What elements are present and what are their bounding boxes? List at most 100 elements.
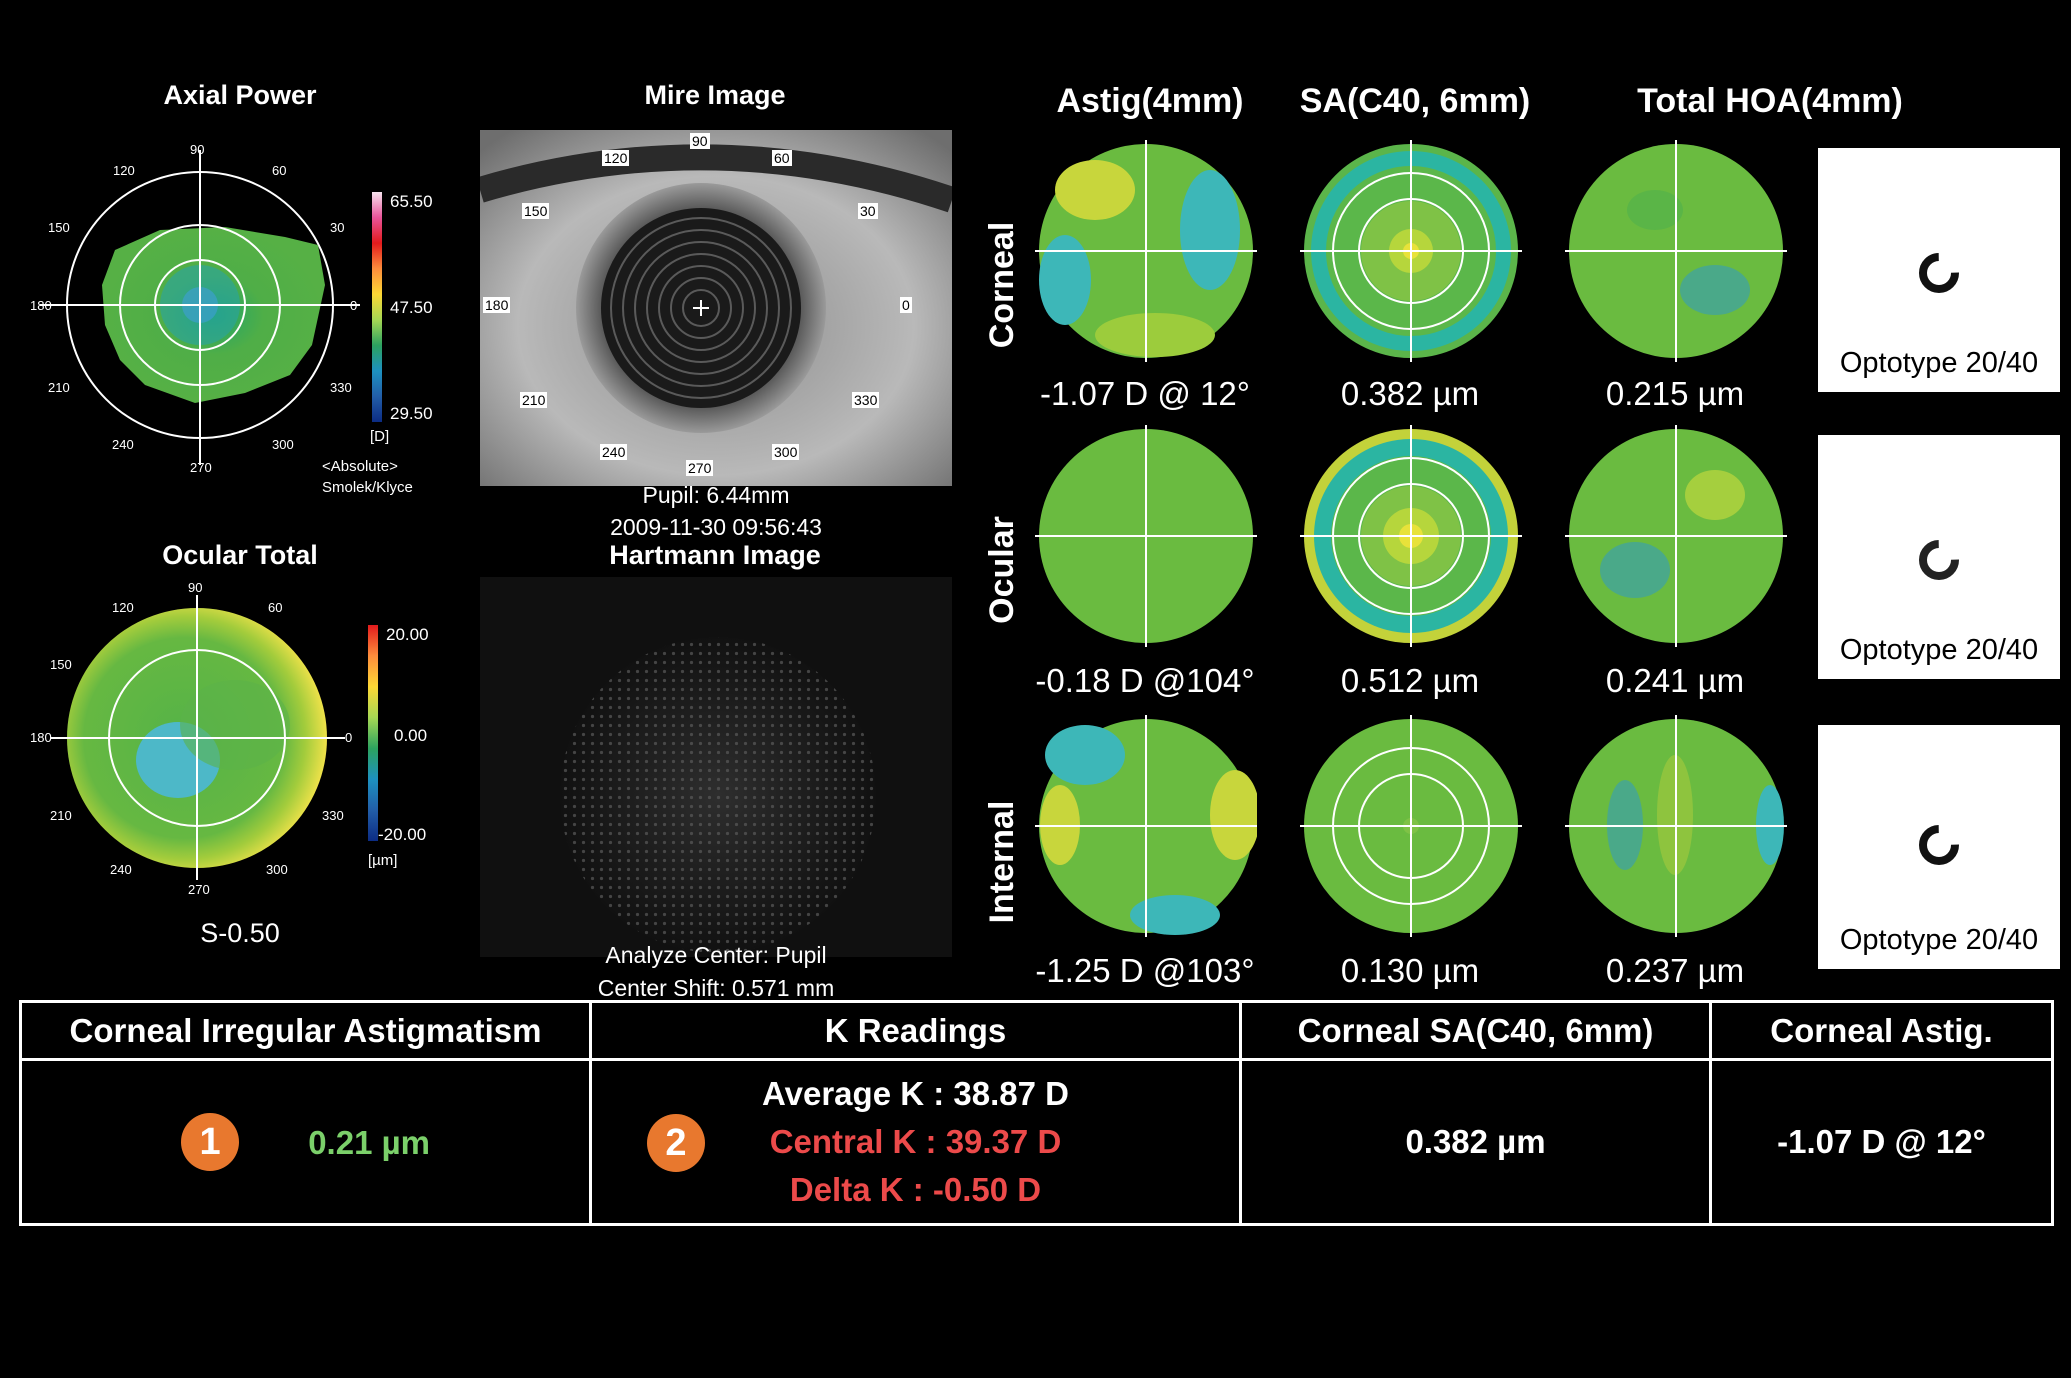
axial-angle-210: 210: [48, 380, 70, 395]
ocular-angle-270: 270: [188, 882, 210, 897]
ocular-scale-mid: 0.00: [394, 726, 428, 745]
hartmann-image: [480, 577, 952, 957]
corneal-astig-map: [1035, 140, 1257, 362]
axial-angle-150: 150: [48, 220, 70, 235]
axial-angle-0: 0: [350, 298, 358, 313]
mire-angle-240: 240: [600, 444, 628, 460]
header-k-readings: K Readings: [589, 1000, 1242, 1061]
corneal-sa-cell: 0.382 µm: [1239, 1058, 1712, 1226]
mire-image-title: Mire Image: [644, 80, 786, 110]
col-header-sa: SA(C40, 6mm): [1299, 82, 1531, 120]
axial-angle-240: 240: [112, 437, 134, 452]
mire-angle-150: 150: [522, 203, 550, 219]
corneal-astig-summary-value: -1.07 D @ 12°: [1777, 1123, 1986, 1160]
axial-angle-60: 60: [272, 163, 287, 178]
ocular-scale-unit: [µm]: [368, 852, 398, 869]
ocular-angle-150: 150: [50, 657, 72, 672]
ocular-angle-60: 60: [268, 600, 283, 615]
ocular-angle-0: 0: [345, 730, 353, 745]
ocular-total-value: S-0.50: [200, 918, 280, 948]
corneal-hoa-map: [1565, 140, 1787, 362]
ocular-angle-300: 300: [266, 862, 288, 877]
delta-k: Delta K : -0.50 D: [789, 1171, 1042, 1208]
mire-angle-300: 300: [772, 444, 800, 460]
mire-angle-270: 270: [686, 460, 714, 476]
corneal-sa-value: 0.382 µm: [1340, 375, 1480, 412]
irregular-astig-cell: 1 0.21 µm: [19, 1058, 592, 1226]
optotype-c-icon: [1919, 540, 1959, 580]
axial-angle-90: 90: [190, 142, 205, 157]
axial-scale-mode: <Absolute>: [322, 458, 398, 475]
axial-scale-min: 29.50: [390, 404, 433, 423]
optotype-internal: Optotype 20/40: [1818, 725, 2060, 969]
ocular-sa-value: 0.512 µm: [1340, 662, 1480, 699]
internal-astig-value: -1.25 D @103°: [1035, 952, 1255, 989]
ocular-scale-max: 20.00: [386, 625, 429, 644]
hartmann-image-title: Hartmann Image: [609, 540, 821, 570]
ocular-astig-map: [1035, 425, 1257, 647]
ocular-total-title: Ocular Total: [162, 540, 318, 570]
row-label-corneal: Corneal: [983, 221, 1021, 349]
optotype-corneal: Optotype 20/40: [1818, 148, 2060, 392]
internal-hoa-value: 0.237 µm: [1605, 952, 1745, 989]
central-k: Central K : 39.37 D: [769, 1123, 1062, 1160]
col-header-hoa: Total HOA(4mm): [1637, 82, 1903, 120]
axial-angle-300: 300: [272, 437, 294, 452]
ocular-hoa-map: [1565, 425, 1787, 647]
axial-power-title: Axial Power: [163, 80, 317, 110]
corneal-sa-map: [1300, 140, 1522, 362]
axial-color-scale: [372, 192, 382, 422]
optotype-caption: Optotype 20/40: [1839, 924, 2039, 956]
mire-image: [480, 130, 952, 486]
mire-angle-0: 0: [900, 297, 912, 313]
header-irregular-astig: Corneal Irregular Astigmatism: [19, 1000, 592, 1061]
row-label-ocular: Ocular: [983, 516, 1021, 624]
internal-astig-map: [1035, 715, 1257, 937]
pupil-size: Pupil: 6.44mm: [642, 482, 790, 508]
summary-header-row: Corneal Irregular Astigmatism K Readings…: [19, 1000, 2054, 1061]
analyze-center: Analyze Center: Pupil: [605, 942, 827, 968]
axial-angle-270: 270: [190, 460, 212, 475]
irregular-astig-value: 0.21 µm: [308, 1124, 430, 1161]
k-readings-cell: 2 Average K : 38.87 D Central K : 39.37 …: [589, 1058, 1242, 1226]
marker-2-badge: 2: [647, 1114, 705, 1172]
header-corneal-astig: Corneal Astig.: [1709, 1000, 2054, 1061]
mire-angle-60: 60: [772, 150, 792, 166]
ocular-color-scale: [368, 625, 378, 841]
ocular-total-map: [50, 595, 345, 880]
axial-angle-30: 30: [330, 220, 345, 235]
mire-angle-210: 210: [520, 392, 548, 408]
internal-sa-value: 0.130 µm: [1340, 952, 1480, 989]
mire-angle-120: 120: [602, 150, 630, 166]
ocular-angle-90: 90: [188, 580, 203, 595]
corneal-astig-cell: -1.07 D @ 12°: [1709, 1058, 2054, 1226]
col-header-astig: Astig(4mm): [1056, 82, 1244, 120]
header-corneal-sa: Corneal SA(C40, 6mm): [1239, 1000, 1712, 1061]
optotype-c-icon: [1919, 825, 1959, 865]
mire-angle-180: 180: [483, 297, 511, 313]
axial-scale-name: Smolek/Klyce: [322, 479, 413, 496]
marker-1-badge: 1: [181, 1113, 240, 1171]
row-label-internal: Internal: [983, 800, 1021, 924]
optotype-ocular: Optotype 20/40: [1818, 435, 2060, 679]
optotype-caption: Optotype 20/40: [1839, 347, 2039, 379]
axial-power-map: [40, 150, 360, 465]
summary-value-row: 1 0.21 µm 2 Average K : 38.87 D Central …: [19, 1058, 2054, 1226]
corneal-sa-summary-value: 0.382 µm: [1405, 1123, 1546, 1160]
capture-timestamp: 2009-11-30 09:56:43: [610, 514, 822, 540]
optotype-c-icon: [1919, 253, 1959, 293]
axial-scale-unit: [D]: [370, 428, 390, 445]
ocular-angle-180: 180: [30, 730, 52, 745]
summary-table: Corneal Irregular Astigmatism K Readings…: [19, 1000, 2054, 1226]
ocular-angle-240: 240: [110, 862, 132, 877]
axial-scale-max: 65.50: [390, 192, 433, 211]
axial-angle-180: 180: [30, 298, 52, 313]
ocular-angle-330: 330: [322, 808, 344, 823]
ocular-sa-map: [1300, 425, 1522, 647]
axial-scale-mid: 47.50: [390, 298, 433, 317]
axial-angle-330: 330: [330, 380, 352, 395]
ocular-astig-value: -0.18 D @104°: [1035, 662, 1255, 699]
center-shift: Center Shift: 0.571 mm: [597, 975, 835, 1001]
ocular-angle-210: 210: [50, 808, 72, 823]
internal-hoa-map: [1565, 715, 1787, 937]
